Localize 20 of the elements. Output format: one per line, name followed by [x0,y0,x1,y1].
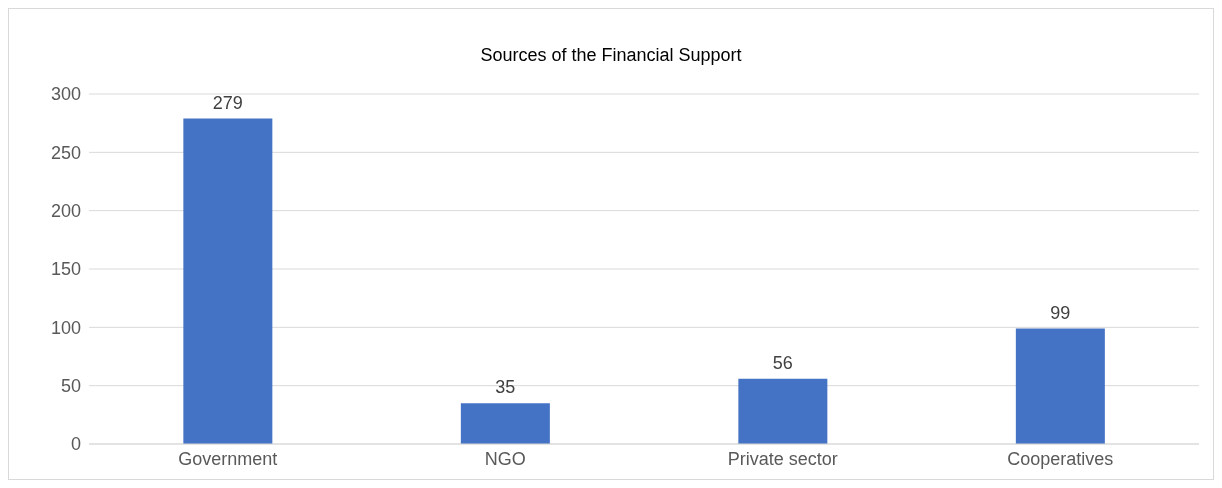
bar [183,118,273,444]
bar [460,403,550,444]
data-label: 35 [495,377,516,398]
y-tick-label: 150 [50,259,81,280]
data-label: 56 [772,352,793,373]
y-tick-label: 0 [70,434,81,455]
data-label: 99 [1050,302,1071,323]
y-tick-label: 50 [60,376,81,397]
y-tick-label: 200 [50,201,81,222]
chart-title: Sources of the Financial Support [479,45,743,66]
y-tick-label: 250 [50,142,81,163]
x-tick-label: Private sector [727,448,838,469]
x-tick-label: Cooperatives [1007,448,1114,469]
y-tick-label: 300 [50,84,81,105]
x-tick-label: NGO [484,448,526,469]
y-tick-label: 100 [50,317,81,338]
bar [738,378,828,444]
bar [1015,328,1105,444]
data-label: 279 [212,92,243,113]
x-tick-label: Government [178,448,278,469]
